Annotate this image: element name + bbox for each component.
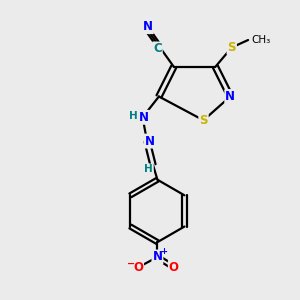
- Text: CH₃: CH₃: [251, 35, 270, 45]
- Text: S: S: [199, 114, 208, 127]
- Text: N: N: [152, 250, 162, 263]
- Text: N: N: [139, 111, 149, 124]
- Text: O: O: [169, 261, 179, 274]
- Text: H: H: [129, 111, 138, 121]
- Text: C: C: [153, 42, 162, 56]
- Text: H: H: [144, 164, 153, 174]
- Text: N: N: [143, 20, 153, 33]
- Text: O: O: [133, 261, 143, 274]
- Text: N: N: [144, 135, 154, 148]
- Text: N: N: [225, 90, 235, 103]
- Text: S: S: [227, 41, 236, 54]
- Text: +: +: [160, 247, 167, 256]
- Text: −: −: [127, 259, 135, 269]
